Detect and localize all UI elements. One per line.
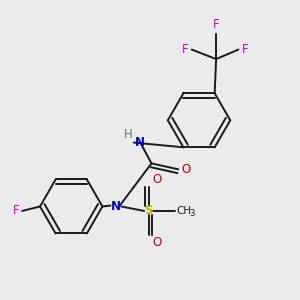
Text: N: N xyxy=(135,136,145,149)
Text: N: N xyxy=(111,200,121,213)
Text: F: F xyxy=(242,43,248,56)
Text: CH: CH xyxy=(177,206,192,216)
Text: F: F xyxy=(213,18,219,31)
Text: S: S xyxy=(144,204,153,218)
Text: F: F xyxy=(182,43,189,56)
Text: F: F xyxy=(13,204,19,218)
Text: O: O xyxy=(152,173,162,186)
Text: H: H xyxy=(123,128,132,141)
Text: O: O xyxy=(182,163,191,176)
Text: O: O xyxy=(152,236,162,249)
Text: 3: 3 xyxy=(189,209,195,218)
